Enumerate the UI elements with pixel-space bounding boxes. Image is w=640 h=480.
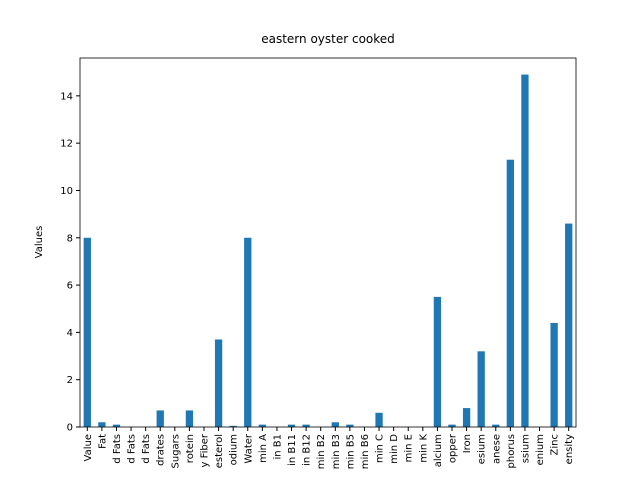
bar [83, 237, 91, 427]
x-tick-label: in B12 [302, 434, 313, 466]
bar [492, 424, 500, 427]
x-tick-label: Sugars [170, 434, 181, 468]
bar [331, 422, 339, 427]
bar [477, 351, 485, 427]
x-tick-label: Value [83, 434, 94, 461]
bar [565, 223, 573, 427]
x-tick-label: drates [156, 434, 167, 466]
y-tick-label: 10 [60, 186, 73, 197]
x-tick-label: d Fats [112, 434, 123, 464]
x-tick-label: alcium [433, 434, 444, 467]
x-tick-label: d Fats [127, 434, 138, 464]
x-tick-label: min E [404, 434, 415, 462]
x-tick-label: in B11 [287, 434, 298, 466]
y-tick-label: 0 [67, 423, 73, 434]
y-axis-label: Values [34, 226, 45, 259]
bar [98, 422, 106, 427]
x-tick-label: min A [258, 434, 269, 463]
bar [346, 424, 354, 427]
plot-frame [79, 57, 577, 428]
x-tick-label: odium [229, 434, 240, 465]
x-tick-label: min B5 [345, 434, 356, 469]
x-tick-label: min B3 [331, 434, 342, 469]
bar [550, 322, 558, 427]
y-tick-label: 8 [67, 233, 73, 244]
x-tick-label: Iron [462, 434, 473, 453]
y-tick-label: 14 [60, 91, 73, 102]
x-tick-label: anese [491, 434, 502, 464]
x-tick-label: min B6 [360, 434, 371, 469]
x-tick-label: d Fats [141, 434, 152, 464]
x-tick-label: Water [243, 433, 254, 463]
x-tick-label: min C [375, 434, 386, 463]
bar [448, 424, 456, 427]
y-tick-label: 4 [67, 328, 73, 339]
bar [229, 425, 237, 427]
y-tick-label: 6 [67, 281, 73, 292]
x-tick-label: esterol [214, 434, 225, 468]
x-tick-label: ssium [520, 434, 531, 463]
bar [302, 424, 310, 427]
bar [258, 424, 266, 427]
x-tick-label: in B1 [272, 434, 283, 460]
bar [433, 296, 442, 427]
bar [112, 424, 121, 427]
x-tick-label: min D [389, 434, 400, 464]
x-tick-label: y Fiber [200, 433, 211, 467]
x-tick-label: Zinc [550, 434, 561, 455]
bar [185, 410, 194, 427]
y-tick-label: 2 [67, 375, 73, 386]
bar [214, 339, 223, 427]
bar [156, 410, 164, 427]
x-tick-label: ensity [564, 434, 575, 464]
bar [375, 412, 383, 427]
bar [506, 159, 514, 427]
x-tick-label: rotein [185, 434, 196, 463]
bar [244, 237, 252, 427]
x-tick-label: phorus [506, 434, 517, 468]
x-tick-label: Fat [97, 434, 108, 449]
x-tick-label: opper [448, 433, 459, 463]
bar [462, 408, 471, 427]
x-tick-label: esium [477, 434, 488, 464]
x-tick-label: min B2 [316, 434, 327, 469]
y-tick-label: 12 [60, 139, 73, 150]
x-tick-label: min K [418, 434, 429, 463]
bar [521, 74, 529, 428]
chart-title: eastern oyster cooked [261, 32, 395, 46]
x-tick-label: enium [535, 434, 546, 465]
bar [287, 424, 296, 427]
